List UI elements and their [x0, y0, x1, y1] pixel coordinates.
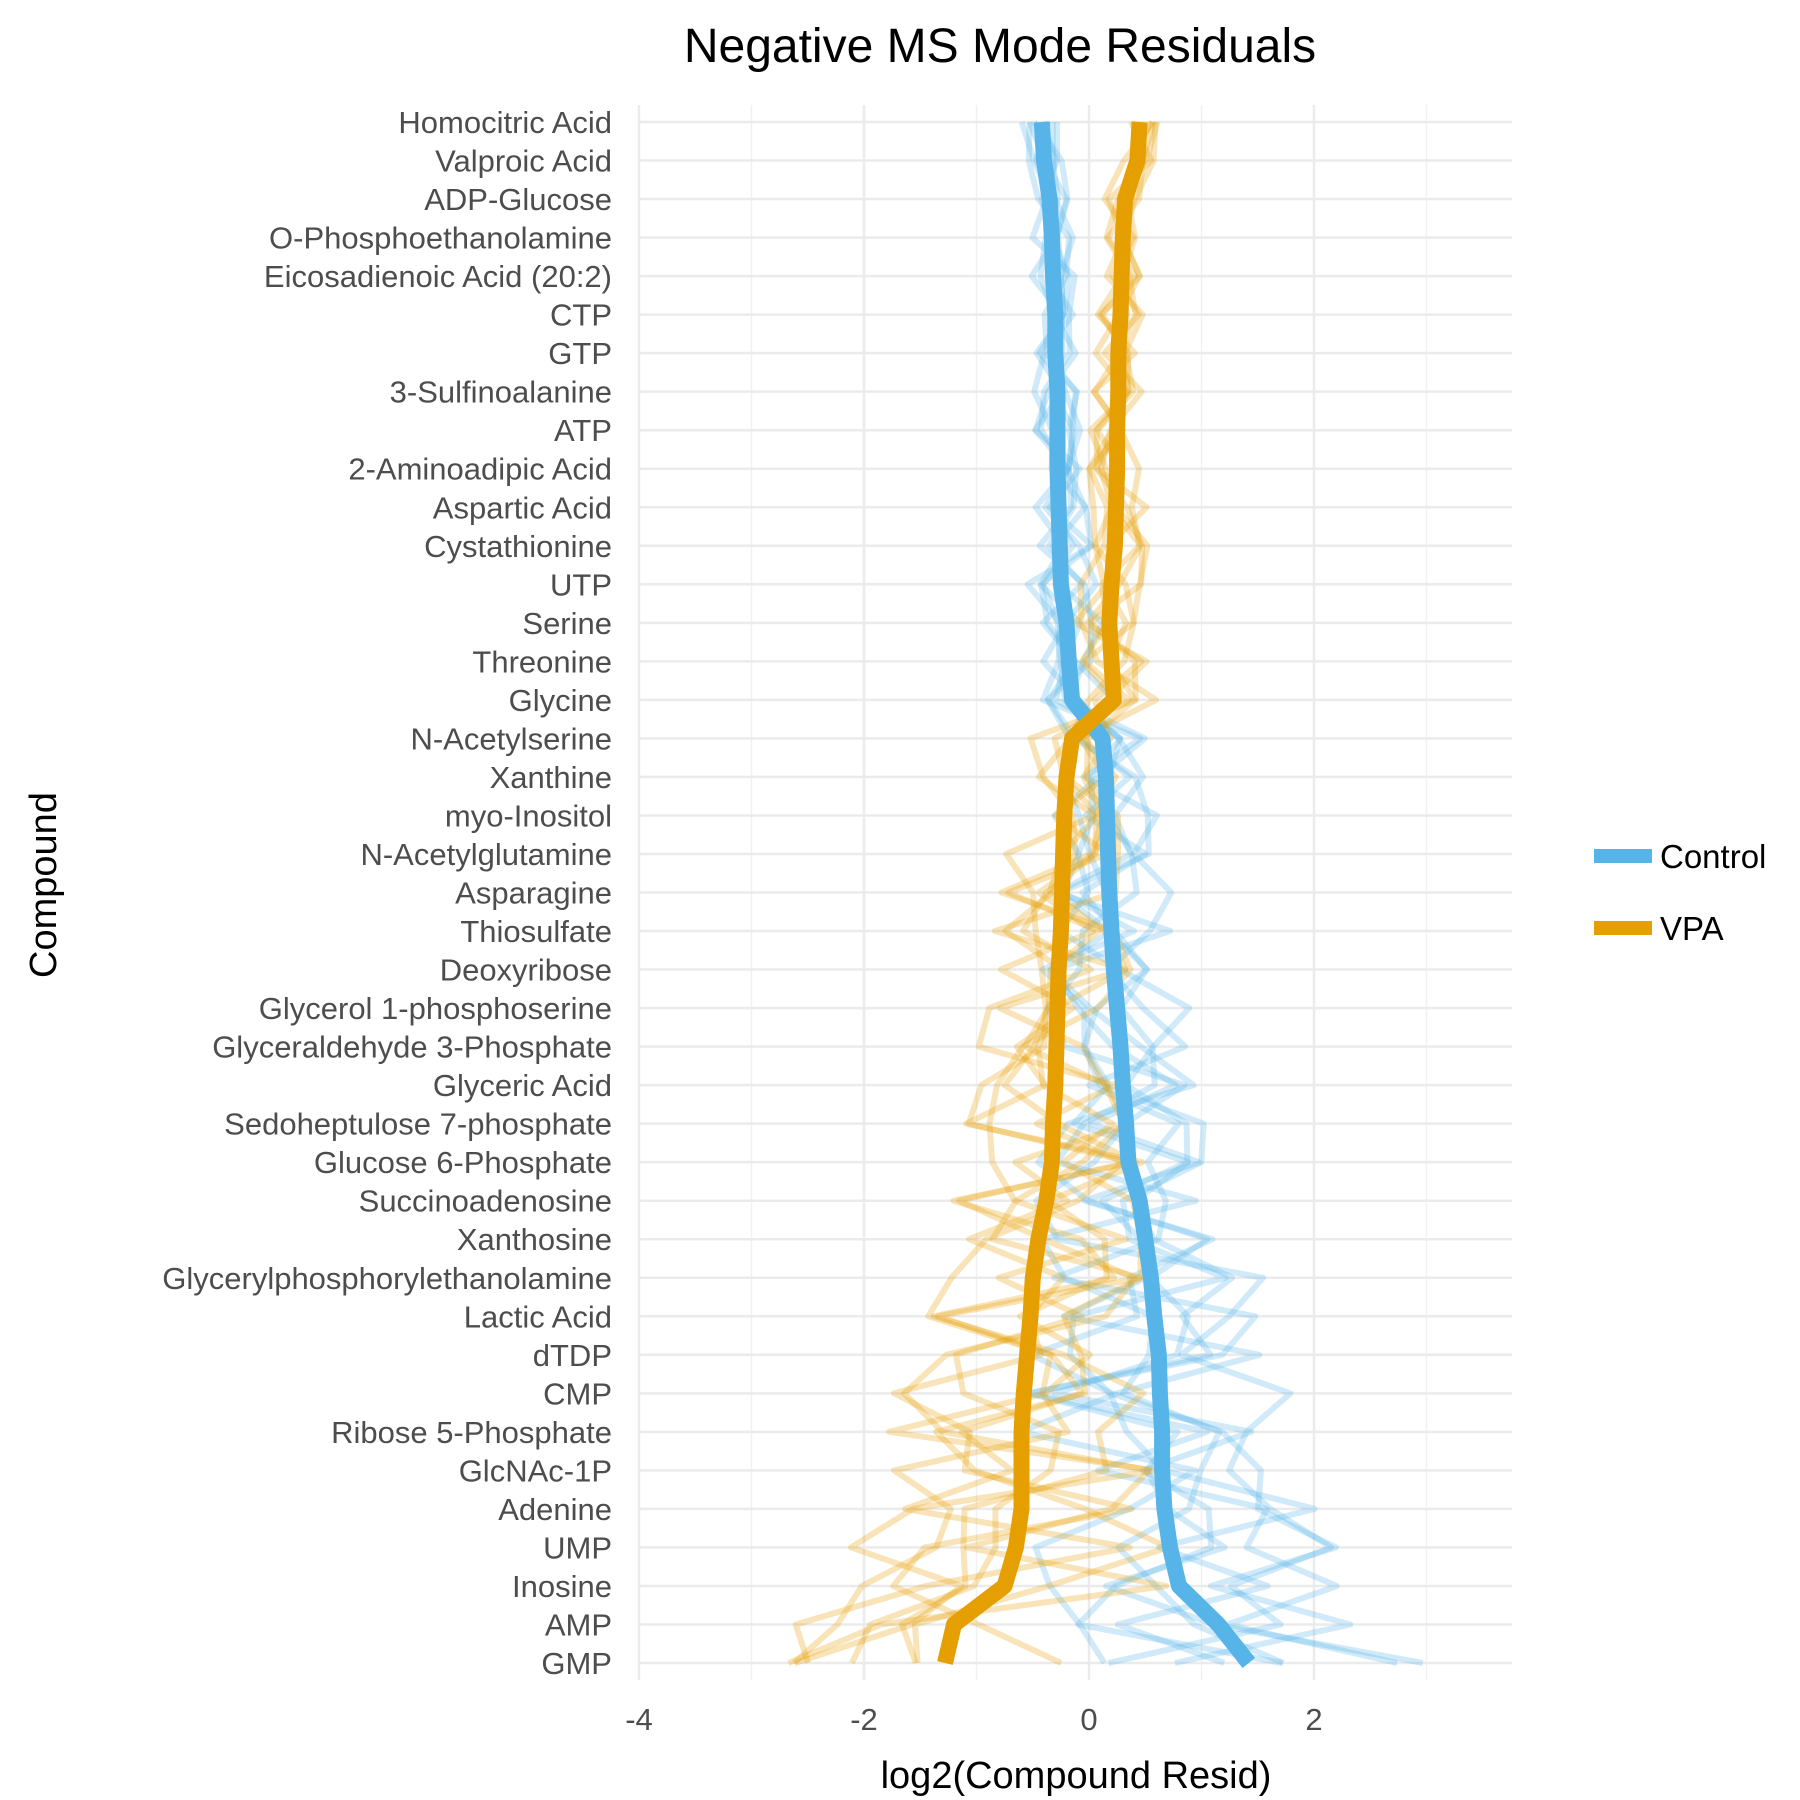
y-tick-label: Valproic Acid [435, 144, 612, 179]
y-tick-label: Xanthine [490, 760, 612, 795]
y-tick-label: Cystathionine [424, 529, 612, 564]
replicate-line-vpa [792, 121, 1147, 1664]
legend-label-vpa: VPA [1660, 910, 1724, 947]
y-tick-label: 3-Sulfinoalanine [390, 375, 612, 410]
x-tick-label: -2 [850, 1702, 878, 1737]
y-tick-label: Serine [522, 606, 612, 641]
x-tick-label: 2 [1305, 1702, 1322, 1737]
y-tick-label: Glycerylphosphorylethanolamine [162, 1261, 612, 1296]
y-tick-label: ADP-Glucose [424, 182, 612, 217]
y-tick-label: 2-Aminoadipic Acid [348, 452, 612, 487]
y-tick-label: GTP [548, 336, 612, 371]
x-tick-label: 0 [1080, 1702, 1097, 1737]
y-tick-label: GMP [541, 1646, 612, 1681]
y-tick-label: Thiosulfate [460, 914, 612, 949]
legend-label-control: Control [1660, 838, 1766, 875]
y-tick-label: Glycerol 1-phosphoserine [259, 991, 612, 1026]
y-tick-label: N-Acetylglutamine [360, 837, 612, 872]
y-tick-label: O-Phosphoethanolamine [269, 221, 612, 256]
x-tick-label: -4 [625, 1702, 653, 1737]
y-tick-label: AMP [545, 1607, 612, 1642]
y-tick-label: Xanthosine [457, 1222, 612, 1257]
y-tick-label: UMP [543, 1530, 612, 1565]
y-tick-label: Inosine [512, 1569, 612, 1604]
y-tick-label: CTP [550, 298, 612, 333]
y-tick-label: Sedoheptulose 7-phosphate [224, 1107, 612, 1142]
y-tick-label: Lactic Acid [464, 1299, 612, 1334]
legend: Control VPA [1594, 838, 1766, 947]
y-tick-label: Glyceric Acid [433, 1068, 612, 1103]
y-tick-label: GlcNAc-1P [459, 1453, 612, 1488]
replicate-line-vpa [787, 120, 1169, 1666]
x-tick-labels: -4 -2 0 2 [625, 1702, 1322, 1737]
y-tick-label: Glycine [509, 683, 612, 718]
y-tick-label: Threonine [472, 644, 612, 679]
series-lines [937, 121, 1256, 1668]
y-tick-label: Deoxyribose [440, 953, 612, 988]
replicate-line-vpa [849, 121, 1156, 1665]
replicate-line-vpa [794, 120, 1158, 1666]
y-tick-label: Glyceraldehyde 3-Phosphate [212, 1030, 612, 1065]
y-tick-label: UTP [550, 567, 612, 602]
y-tick-label: Aspartic Acid [433, 490, 612, 525]
y-tick-label: Eicosadienoic Acid (20:2) [264, 259, 612, 294]
y-tick-label: Glucose 6-Phosphate [314, 1145, 612, 1180]
y-tick-label: Homocitric Acid [398, 105, 612, 140]
y-tick-label: Succinoadenosine [359, 1184, 612, 1219]
y-tick-label: ATP [554, 413, 612, 448]
replicate-line-vpa [890, 121, 1159, 1666]
y-axis-title: Compound [23, 792, 65, 978]
y-tick-label: myo-Inositol [445, 798, 612, 833]
y-tick-label: dTDP [533, 1338, 612, 1373]
y-tick-label: N-Acetylserine [410, 721, 612, 756]
y-tick-label: Ribose 5-Phosphate [331, 1415, 612, 1450]
y-tick-label: CMP [543, 1376, 612, 1411]
y-tick-label: Asparagine [455, 876, 612, 911]
y-tick-label: Adenine [498, 1492, 612, 1527]
chart-title: Negative MS Mode Residuals [684, 20, 1316, 73]
x-axis-title: log2(Compound Resid) [881, 1755, 1272, 1797]
replicate-line-control [1024, 120, 1398, 1666]
